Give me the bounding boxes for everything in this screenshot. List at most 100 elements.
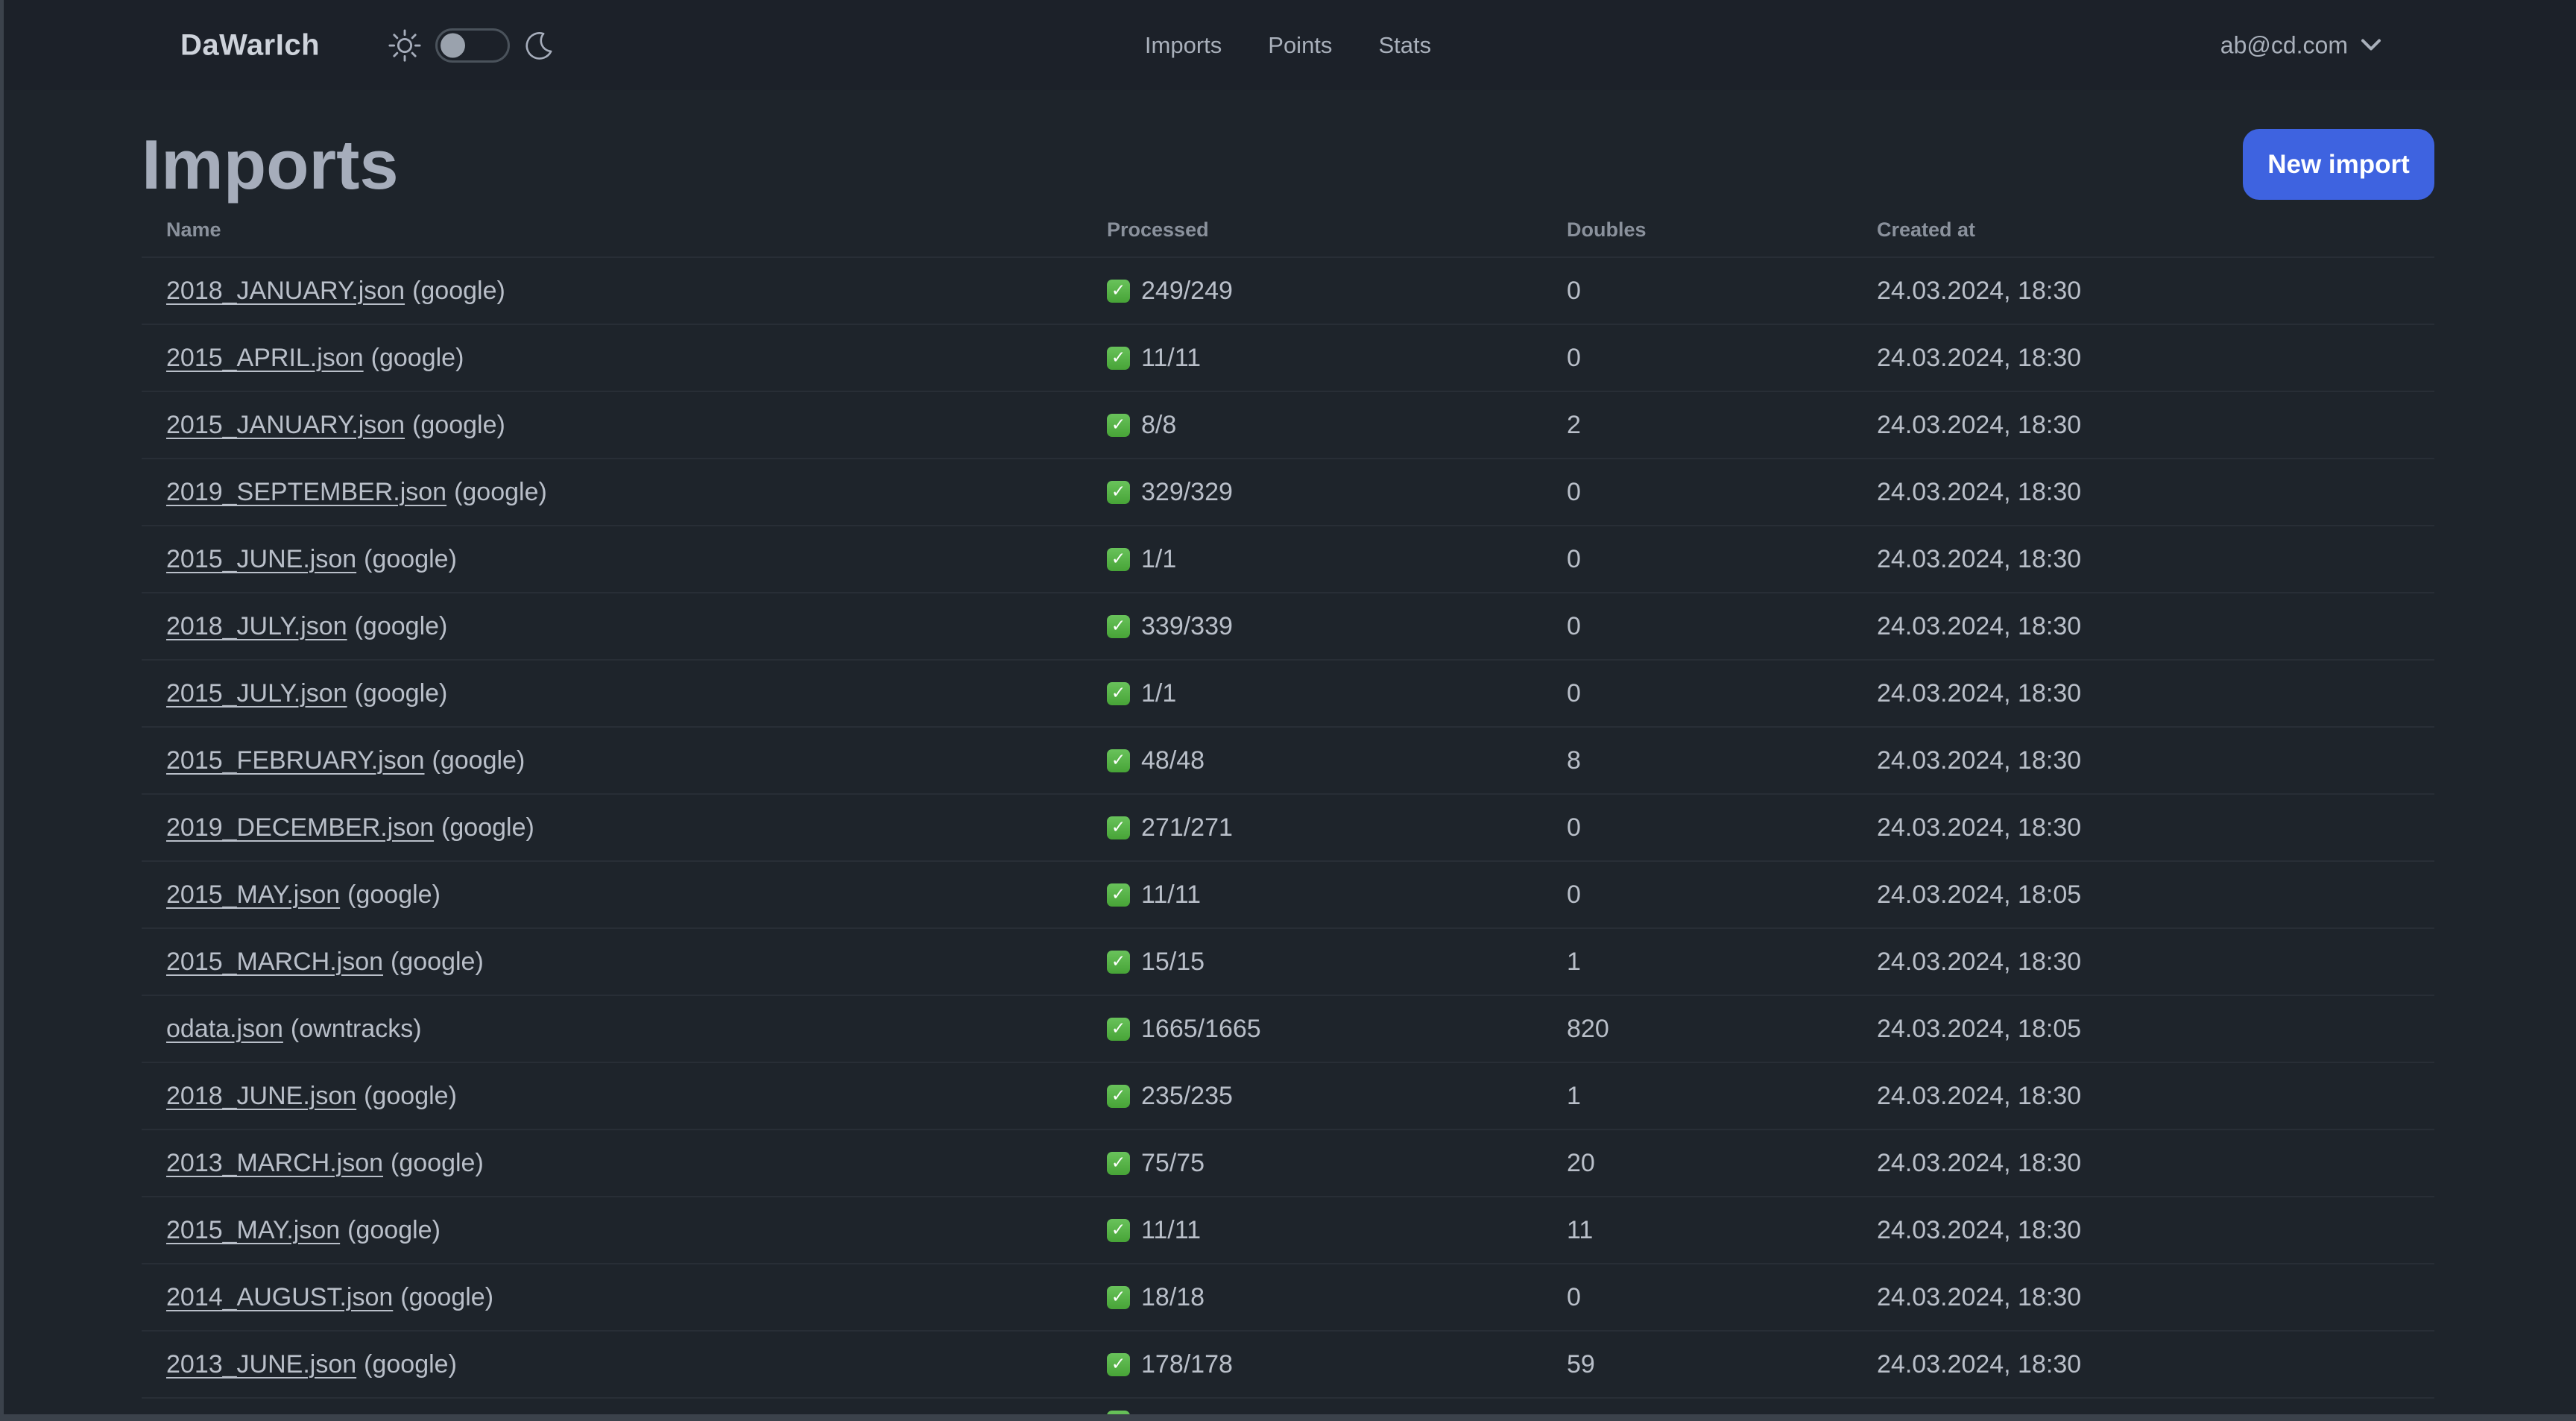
doubles-cell: 1 (1567, 947, 1581, 976)
table-body: 2018_JANUARY.json (google) 249/249 0 24.0… (142, 258, 2434, 1421)
check-icon (1107, 816, 1130, 839)
doubles-cell: 2 (1567, 410, 1581, 439)
import-name-cell: 2014_AUGUST.json (google) (166, 1283, 1107, 1312)
horizontal-scrollbar[interactable] (0, 1414, 2576, 1421)
table-row: 2018_JANUARY.json(google) 249/249 0 24.0… (142, 258, 2434, 325)
processed-count: 11/11 (1141, 880, 1202, 909)
import-file-link[interactable]: 2013_JUNE.json (166, 1349, 357, 1379)
import-file-link[interactable]: 2015_JANUARY.json (166, 410, 405, 439)
import-source: (google) (400, 1282, 494, 1311)
processed-count: 329/329 (1141, 477, 1233, 506)
import-name-cell: 2015_MAY.json (google) (166, 880, 1107, 910)
check-icon (1107, 749, 1130, 772)
account-menu[interactable]: ab@cd.com (2220, 31, 2382, 59)
import-name-cell: 2013_JUNE.json (google) (166, 1350, 1107, 1379)
page-title: Imports (142, 125, 399, 204)
check-icon (1107, 1151, 1130, 1175)
import-file-link[interactable]: 2015_MAY.json (166, 880, 341, 909)
processed-cell: 235/235 (1107, 1082, 1567, 1111)
processed-cell: 1665/1665 (1107, 1015, 1567, 1044)
nav-item-points[interactable]: Points (1268, 31, 1333, 58)
import-file-link[interactable]: 2015_APRIL.json (166, 343, 364, 372)
processed-cell: 75/75 (1107, 1149, 1567, 1178)
processed-cell: 1/1 (1107, 679, 1567, 708)
main-content: Imports New import Name Processed Double… (0, 126, 2576, 1421)
theme-toggle-group (388, 28, 555, 63)
processed-cell: 1/1 (1107, 545, 1567, 574)
table-row: 2013_JUNE.json(google) 178/178 59 24.03.… (142, 1332, 2434, 1399)
import-name-cell: 2015_JANUARY.json (google) (166, 411, 1107, 440)
import-file-link[interactable]: 2015_FEBRUARY.json (166, 746, 425, 775)
main-nav: Imports Points Stats (1145, 32, 1431, 59)
vertical-scrollbar[interactable] (0, 0, 4, 1421)
app-logo[interactable]: DaWarIch (180, 28, 321, 61)
table-row: 2018_JUNE.json(google) 235/235 1 24.03.2… (142, 1063, 2434, 1130)
created-at-cell: 24.03.2024, 18:30 (1877, 1081, 2082, 1110)
import-file-link[interactable]: 2015_MARCH.json (166, 947, 384, 976)
check-icon (1107, 480, 1130, 504)
doubles-cell: 0 (1567, 276, 1581, 305)
table-row: 2018_JULY.json(google) 339/339 0 24.03.2… (142, 593, 2434, 661)
created-at-cell: 24.03.2024, 18:30 (1877, 477, 2082, 506)
import-file-link[interactable]: 2015_JUNE.json (166, 544, 357, 573)
theme-toggle[interactable] (435, 28, 510, 63)
check-icon (1107, 614, 1130, 638)
page-header: Imports New import (142, 126, 2434, 203)
created-at-cell: 24.03.2024, 18:30 (1877, 410, 2082, 439)
processed-count: 178/178 (1141, 1349, 1233, 1379)
import-source: (google) (354, 678, 448, 708)
sun-icon (388, 28, 422, 63)
col-header-created-at: Created at (1877, 218, 1976, 241)
import-source: (google) (454, 477, 547, 506)
check-icon (1107, 883, 1130, 907)
processed-count: 1/1 (1141, 678, 1177, 708)
import-name-cell: 2018_JUNE.json (google) (166, 1082, 1107, 1111)
table-row: 2015_JUNE.json(google) 1/1 0 24.03.2024,… (142, 526, 2434, 593)
processed-cell: 15/15 (1107, 948, 1567, 977)
import-name-cell: 2015_FEBRUARY.json (google) (166, 746, 1107, 775)
table-row: odata.json(owntracks) 1665/1665 820 24.0… (142, 996, 2434, 1063)
import-file-link[interactable]: 2014_AUGUST.json (166, 1282, 394, 1311)
nav-item-imports[interactable]: Imports (1144, 31, 1222, 58)
processed-cell: 339/339 (1107, 612, 1567, 641)
table-row: 2015_APRIL.json(google) 11/11 0 24.03.20… (142, 325, 2434, 392)
import-file-link[interactable]: 2019_DECEMBER.json (166, 813, 435, 842)
processed-count: 18/18 (1141, 1282, 1205, 1311)
check-icon (1107, 346, 1130, 370)
nav-item-stats[interactable]: Stats (1378, 31, 1432, 58)
import-file-link[interactable]: 2018_JANUARY.json (166, 276, 405, 305)
import-file-link[interactable]: 2019_SEPTEMBER.json (166, 477, 447, 506)
account-email: ab@cd.com (2220, 31, 2348, 58)
check-icon (1107, 1285, 1130, 1309)
import-name-cell: 2018_JULY.json (google) (166, 612, 1107, 641)
import-file-link[interactable]: odata.json (166, 1014, 283, 1043)
import-source: (google) (347, 880, 441, 909)
new-import-button[interactable]: New import (2243, 129, 2434, 200)
theme-toggle-knob (441, 33, 465, 57)
table-row: 2015_JULY.json(google) 1/1 0 24.03.2024,… (142, 661, 2434, 728)
processed-cell: 178/178 (1107, 1350, 1567, 1379)
import-file-link[interactable]: 2013_MARCH.json (166, 1148, 384, 1177)
table-row: 2014_AUGUST.json(google) 18/18 0 24.03.2… (142, 1264, 2434, 1332)
created-at-cell: 24.03.2024, 18:30 (1877, 1282, 2082, 1311)
doubles-cell: 8 (1567, 746, 1581, 775)
doubles-cell: 0 (1567, 343, 1581, 372)
check-icon (1107, 413, 1130, 437)
check-icon (1107, 1084, 1130, 1108)
import-source: (google) (370, 343, 464, 372)
import-name-cell: 2015_MAY.json (google) (166, 1216, 1107, 1245)
check-icon (1107, 547, 1130, 571)
import-file-link[interactable]: 2018_JUNE.json (166, 1081, 357, 1110)
import-file-link[interactable]: 2015_MAY.json (166, 1215, 341, 1244)
doubles-cell: 59 (1567, 1349, 1595, 1379)
import-file-link[interactable]: 2018_JULY.json (166, 611, 347, 640)
import-file-link[interactable]: 2015_JULY.json (166, 678, 347, 708)
doubles-cell: 11 (1567, 1215, 1594, 1244)
import-source: (google) (412, 410, 505, 439)
processed-count: 271/271 (1141, 813, 1233, 842)
processed-cell: 329/329 (1107, 478, 1567, 507)
processed-cell: 249/249 (1107, 277, 1567, 306)
import-source: (google) (364, 1081, 457, 1110)
processed-cell: 48/48 (1107, 746, 1567, 775)
import-name-cell: 2013_MARCH.json (google) (166, 1149, 1107, 1178)
